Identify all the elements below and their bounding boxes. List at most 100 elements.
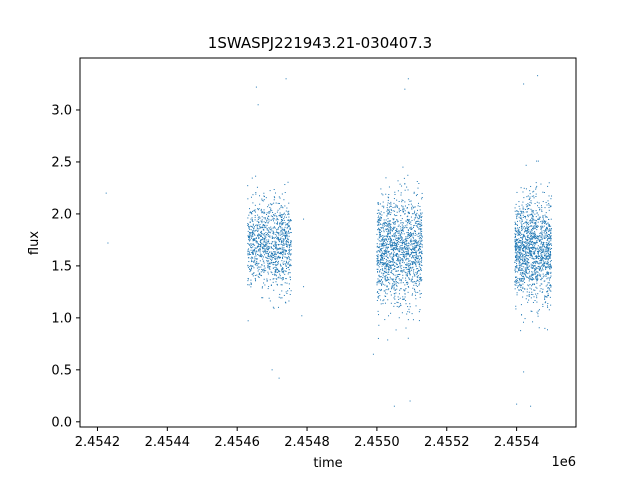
data-point (399, 230, 401, 232)
data-point (396, 255, 398, 257)
data-point (393, 285, 395, 287)
data-point (400, 304, 402, 306)
data-point (527, 222, 529, 224)
data-point (529, 231, 531, 233)
data-point (387, 265, 389, 267)
data-point (267, 234, 269, 236)
data-point (539, 232, 541, 234)
data-point (386, 236, 388, 238)
data-point (515, 203, 517, 205)
data-point (527, 267, 529, 269)
data-point (544, 254, 546, 256)
data-point (395, 277, 397, 279)
data-point (519, 213, 521, 215)
data-point (279, 257, 281, 259)
data-point (396, 263, 398, 265)
data-point (395, 248, 397, 250)
data-point (276, 263, 278, 265)
data-point (259, 248, 261, 250)
data-point (384, 268, 386, 270)
data-point (517, 245, 519, 247)
data-point (526, 276, 528, 278)
data-point (402, 222, 404, 224)
data-point (281, 290, 283, 292)
data-point (283, 199, 285, 201)
data-point (547, 282, 549, 284)
data-point (254, 238, 256, 240)
data-point (392, 258, 394, 260)
data-point (550, 285, 552, 287)
data-point (377, 223, 379, 225)
data-point (530, 278, 532, 280)
data-point (393, 287, 395, 289)
data-point (416, 262, 418, 264)
data-point (527, 237, 529, 239)
data-point (376, 282, 378, 284)
data-point (273, 233, 275, 235)
data-point (527, 227, 529, 229)
data-point (255, 86, 257, 88)
data-point (251, 235, 253, 237)
data-point (526, 232, 528, 234)
data-point (395, 282, 397, 284)
data-point (413, 243, 415, 245)
data-point (397, 248, 399, 250)
data-point (522, 276, 524, 278)
data-point (249, 228, 251, 230)
data-point (515, 266, 517, 268)
data-point (530, 263, 532, 265)
data-point (269, 300, 271, 302)
data-point (407, 252, 409, 254)
data-point (407, 237, 409, 239)
data-point (394, 232, 396, 234)
data-point (391, 283, 393, 285)
data-point (400, 267, 402, 269)
data-point (400, 259, 402, 261)
data-point (275, 241, 277, 243)
data-point (515, 279, 517, 281)
data-point (272, 232, 274, 234)
data-point (278, 244, 280, 246)
data-point (252, 224, 254, 226)
data-point (420, 277, 422, 279)
data-point (398, 259, 400, 261)
data-point (273, 244, 275, 246)
data-point (380, 278, 382, 280)
data-point (408, 253, 410, 255)
data-point (252, 240, 254, 242)
data-point (536, 295, 538, 297)
data-point (550, 238, 552, 240)
data-point (247, 235, 249, 237)
data-point (282, 264, 284, 266)
data-point (381, 244, 383, 246)
data-point (542, 256, 544, 258)
data-point (528, 299, 530, 301)
data-point (402, 208, 404, 210)
data-point (285, 216, 287, 218)
data-point (548, 209, 550, 211)
data-point (268, 243, 270, 245)
data-point (389, 242, 391, 244)
data-point (277, 260, 279, 262)
data-point (419, 293, 421, 295)
data-point (378, 218, 380, 220)
data-point (267, 265, 269, 267)
data-point (288, 249, 290, 251)
data-point (530, 220, 532, 222)
data-point (521, 210, 523, 212)
data-point (276, 223, 278, 225)
data-point (421, 192, 423, 194)
data-point (282, 268, 284, 270)
data-point (543, 220, 545, 222)
data-point (525, 272, 527, 274)
data-point (532, 241, 534, 243)
data-point (259, 256, 261, 258)
data-point (267, 260, 269, 262)
data-point (248, 278, 250, 280)
data-point (377, 337, 379, 339)
data-point (249, 240, 251, 242)
data-point (417, 255, 419, 257)
data-point (527, 262, 529, 264)
data-point (284, 222, 286, 224)
